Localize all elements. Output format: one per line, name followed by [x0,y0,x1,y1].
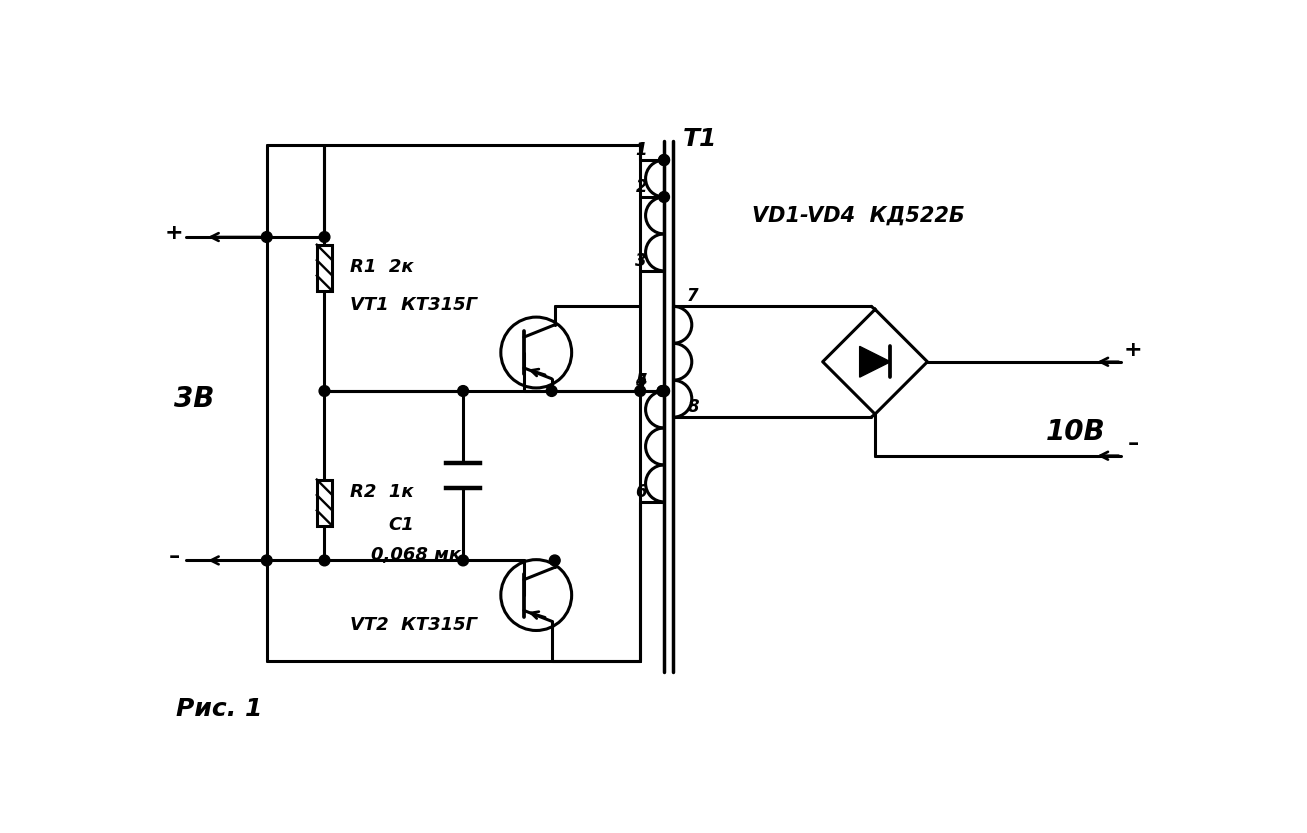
Text: 4: 4 [635,372,647,390]
Text: 10В: 10В [1046,418,1104,446]
Text: VD1-VD4  КД522Б: VD1-VD4 КД522Б [752,206,965,226]
Circle shape [549,555,561,566]
Circle shape [319,386,329,397]
Circle shape [659,386,669,397]
Circle shape [657,386,668,397]
Bar [316,245,332,291]
Text: 7: 7 [687,287,699,305]
Text: 6: 6 [635,482,647,501]
Text: 0,068 мк: 0,068 мк [371,546,461,565]
Circle shape [659,386,669,397]
Circle shape [319,232,329,242]
Circle shape [319,555,329,566]
Text: 5: 5 [635,372,647,390]
Circle shape [659,192,669,202]
Circle shape [659,155,669,166]
Text: 2: 2 [635,177,647,196]
Bar [316,480,332,526]
Circle shape [261,555,272,566]
Text: R1  2к: R1 2к [350,257,413,276]
Circle shape [657,386,668,397]
Text: 3: 3 [635,252,647,270]
Text: +: + [165,223,184,243]
Text: –: – [169,546,180,566]
Circle shape [635,386,646,397]
Text: Т1: Т1 [682,127,718,152]
Text: 8: 8 [687,398,699,416]
Text: +: + [1124,341,1142,361]
Text: Рис. 1: Рис. 1 [176,697,263,721]
Text: VT2  КТ315Г: VT2 КТ315Г [350,616,477,634]
Text: C1: C1 [388,516,414,534]
Circle shape [546,386,557,397]
Text: –: – [1128,434,1138,454]
Text: R2  1к: R2 1к [350,482,413,501]
Circle shape [261,232,272,242]
Text: VT1  КТ315Г: VT1 КТ315Г [350,297,477,314]
Circle shape [659,155,669,166]
Polygon shape [860,347,890,377]
Circle shape [457,555,468,566]
Text: 3В: 3В [174,385,214,412]
Text: 1: 1 [635,141,647,158]
Circle shape [457,386,468,397]
